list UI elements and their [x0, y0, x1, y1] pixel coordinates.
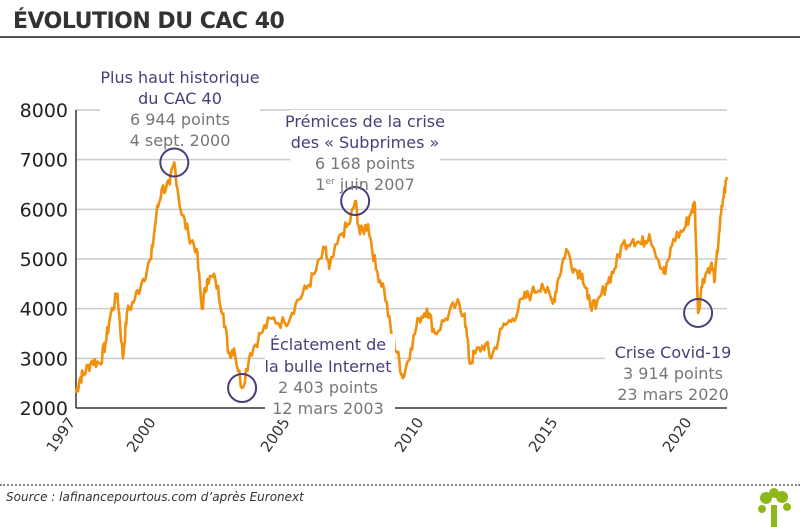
annotation: Éclatement de la bulle Internet 2 403 poin…: [227, 334, 395, 420]
annotation-value: 6 944 points: [130, 110, 230, 129]
y-tick-label: 5000: [20, 249, 68, 271]
y-tick-label: 6000: [20, 199, 68, 221]
x-tick-label: 2010: [391, 414, 428, 456]
x-tick-label: 2015: [525, 414, 562, 456]
chart-title: ÉVOLUTION DU CAC 40: [13, 9, 285, 34]
highlight-circle: [683, 297, 714, 328]
annotation-value: 2 403 points: [278, 378, 378, 397]
y-tick-label: 2000: [20, 398, 68, 420]
date-superscript: er: [325, 177, 335, 187]
annotation-background: [290, 110, 440, 196]
x-tick-label: 2020: [659, 414, 696, 456]
annotation-title: Plus haut historique: [100, 68, 259, 87]
annotation-date: 4 sept. 2000: [130, 131, 231, 150]
annotation-title: du CAC 40: [138, 89, 222, 108]
annotation-value: 3 914 points: [623, 364, 723, 383]
annotation-title: des « Subprimes »: [291, 133, 440, 152]
y-tick-label: 4000: [20, 299, 68, 321]
date-rest: juin 2007: [335, 175, 415, 194]
annotation: Plus haut historique du CAC 40 6 944 point…: [100, 64, 260, 178]
annotation-title: la bulle Internet: [265, 357, 392, 376]
annotation-title: Prémices de la crise: [285, 112, 445, 131]
annotation-title: Éclatement de: [270, 335, 386, 354]
highlight-circle: [340, 185, 371, 216]
x-tick-label: 2000: [123, 414, 160, 456]
annotation-background: [605, 342, 735, 406]
date-prefix: 1: [315, 175, 325, 194]
annotation: Prémices de la crise des « Subprimes » 6 1…: [285, 110, 445, 216]
annotation-background: [100, 64, 260, 152]
annotation-date: 12 mars 2003: [272, 399, 384, 418]
y-tick-label: 3000: [20, 348, 68, 370]
title-divider: [0, 36, 800, 38]
annotation-date: 1er juin 2007: [315, 175, 415, 194]
source-note: Source : lafinancepourtous.com d’après E…: [6, 490, 304, 504]
annotation-value: 6 168 points: [315, 154, 415, 173]
tree-icon: [758, 488, 791, 527]
annotation: Crise Covid-19 3 914 points 23 mars 2020: [605, 297, 735, 406]
y-tick-label: 8000: [20, 100, 68, 122]
highlight-circle: [159, 147, 190, 178]
y-tick-label: 7000: [20, 150, 68, 172]
highlight-circle: [227, 372, 258, 403]
annotation-title: Crise Covid-19: [615, 343, 732, 362]
footer-divider: [0, 484, 800, 486]
x-tick-label: 2005: [257, 414, 294, 456]
annotation-date: 23 mars 2020: [617, 385, 729, 404]
annotation-background: [265, 334, 395, 420]
x-tick-label: 1997: [43, 414, 80, 456]
